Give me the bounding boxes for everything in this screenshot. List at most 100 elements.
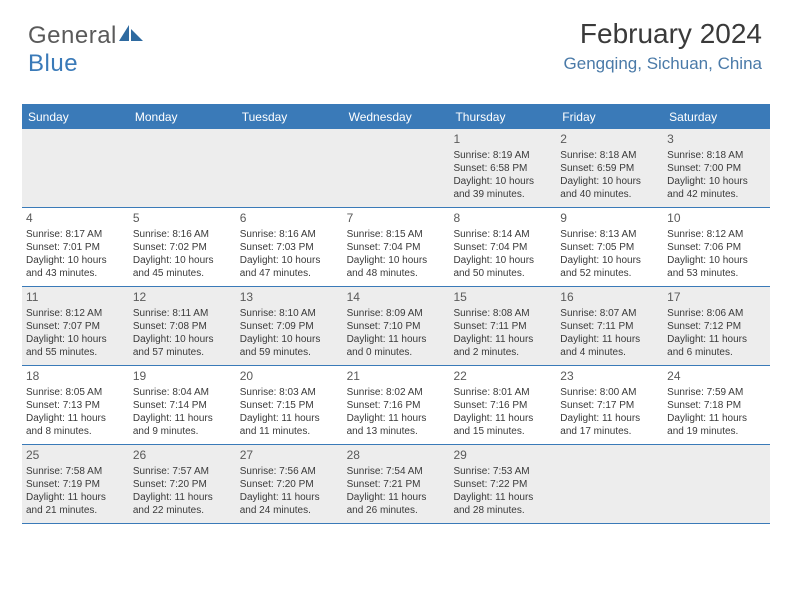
day-number: 14 [347, 290, 446, 306]
day-number: 28 [347, 448, 446, 464]
sunrise-text: Sunrise: 8:05 AM [26, 386, 125, 399]
sunset-text: Sunset: 7:01 PM [26, 241, 125, 254]
daylight1-text: Daylight: 10 hours [453, 254, 552, 267]
day-cell [556, 445, 663, 523]
location-label: Gengqing, Sichuan, China [564, 54, 762, 74]
day-number: 5 [133, 211, 232, 227]
day-number: 7 [347, 211, 446, 227]
day-number: 13 [240, 290, 339, 306]
day-cell: 26Sunrise: 7:57 AMSunset: 7:20 PMDayligh… [129, 445, 236, 523]
daylight2-text: and 24 minutes. [240, 504, 339, 517]
day-number: 1 [453, 132, 552, 148]
day-cell: 25Sunrise: 7:58 AMSunset: 7:19 PMDayligh… [22, 445, 129, 523]
sunrise-text: Sunrise: 8:03 AM [240, 386, 339, 399]
day-number: 2 [560, 132, 659, 148]
sunset-text: Sunset: 7:07 PM [26, 320, 125, 333]
daylight2-text: and 47 minutes. [240, 267, 339, 280]
day-cell [236, 129, 343, 207]
day-cell: 6Sunrise: 8:16 AMSunset: 7:03 PMDaylight… [236, 208, 343, 286]
day-number: 18 [26, 369, 125, 385]
day-cell: 9Sunrise: 8:13 AMSunset: 7:05 PMDaylight… [556, 208, 663, 286]
daylight2-text: and 40 minutes. [560, 188, 659, 201]
day-cell: 14Sunrise: 8:09 AMSunset: 7:10 PMDayligh… [343, 287, 450, 365]
day-header: Saturday [663, 106, 770, 129]
sunrise-text: Sunrise: 8:00 AM [560, 386, 659, 399]
header: February 2024 Gengqing, Sichuan, China [564, 18, 762, 74]
sunrise-text: Sunrise: 7:57 AM [133, 465, 232, 478]
day-header-row: Sunday Monday Tuesday Wednesday Thursday… [22, 106, 770, 129]
day-number: 26 [133, 448, 232, 464]
day-number: 12 [133, 290, 232, 306]
sunrise-text: Sunrise: 8:18 AM [560, 149, 659, 162]
day-cell: 28Sunrise: 7:54 AMSunset: 7:21 PMDayligh… [343, 445, 450, 523]
sunrise-text: Sunrise: 8:18 AM [667, 149, 766, 162]
page-title: February 2024 [564, 18, 762, 50]
daylight1-text: Daylight: 11 hours [453, 412, 552, 425]
daylight2-text: and 15 minutes. [453, 425, 552, 438]
daylight2-text: and 19 minutes. [667, 425, 766, 438]
day-cell [22, 129, 129, 207]
day-number: 11 [26, 290, 125, 306]
daylight2-text: and 26 minutes. [347, 504, 446, 517]
day-cell: 2Sunrise: 8:18 AMSunset: 6:59 PMDaylight… [556, 129, 663, 207]
sunset-text: Sunset: 6:59 PM [560, 162, 659, 175]
sunrise-text: Sunrise: 8:15 AM [347, 228, 446, 241]
sunrise-text: Sunrise: 8:14 AM [453, 228, 552, 241]
day-cell: 18Sunrise: 8:05 AMSunset: 7:13 PMDayligh… [22, 366, 129, 444]
week-row: 1Sunrise: 8:19 AMSunset: 6:58 PMDaylight… [22, 129, 770, 208]
day-cell: 22Sunrise: 8:01 AMSunset: 7:16 PMDayligh… [449, 366, 556, 444]
daylight2-text: and 55 minutes. [26, 346, 125, 359]
daylight2-text: and 45 minutes. [133, 267, 232, 280]
sunset-text: Sunset: 7:10 PM [347, 320, 446, 333]
week-row: 4Sunrise: 8:17 AMSunset: 7:01 PMDaylight… [22, 208, 770, 287]
sunrise-text: Sunrise: 8:16 AM [240, 228, 339, 241]
sunset-text: Sunset: 7:18 PM [667, 399, 766, 412]
daylight2-text: and 11 minutes. [240, 425, 339, 438]
sunrise-text: Sunrise: 7:59 AM [667, 386, 766, 399]
day-cell: 3Sunrise: 8:18 AMSunset: 7:00 PMDaylight… [663, 129, 770, 207]
sunset-text: Sunset: 7:03 PM [240, 241, 339, 254]
sunrise-text: Sunrise: 8:12 AM [26, 307, 125, 320]
daylight2-text: and 28 minutes. [453, 504, 552, 517]
day-cell: 8Sunrise: 8:14 AMSunset: 7:04 PMDaylight… [449, 208, 556, 286]
daylight1-text: Daylight: 10 hours [26, 254, 125, 267]
sunset-text: Sunset: 7:04 PM [453, 241, 552, 254]
daylight1-text: Daylight: 11 hours [240, 491, 339, 504]
daylight2-text: and 52 minutes. [560, 267, 659, 280]
day-cell: 27Sunrise: 7:56 AMSunset: 7:20 PMDayligh… [236, 445, 343, 523]
day-cell [663, 445, 770, 523]
sunrise-text: Sunrise: 8:16 AM [133, 228, 232, 241]
daylight2-text: and 17 minutes. [560, 425, 659, 438]
daylight2-text: and 8 minutes. [26, 425, 125, 438]
daylight2-text: and 21 minutes. [26, 504, 125, 517]
day-number: 6 [240, 211, 339, 227]
sunset-text: Sunset: 7:21 PM [347, 478, 446, 491]
daylight1-text: Daylight: 11 hours [26, 412, 125, 425]
day-cell [343, 129, 450, 207]
sunrise-text: Sunrise: 8:07 AM [560, 307, 659, 320]
day-header: Sunday [22, 106, 129, 129]
sunrise-text: Sunrise: 8:19 AM [453, 149, 552, 162]
daylight1-text: Daylight: 11 hours [453, 491, 552, 504]
daylight1-text: Daylight: 10 hours [667, 175, 766, 188]
daylight1-text: Daylight: 10 hours [560, 175, 659, 188]
daylight1-text: Daylight: 10 hours [26, 333, 125, 346]
daylight1-text: Daylight: 11 hours [347, 491, 446, 504]
daylight1-text: Daylight: 10 hours [347, 254, 446, 267]
sunset-text: Sunset: 7:04 PM [347, 241, 446, 254]
day-number: 25 [26, 448, 125, 464]
day-cell: 11Sunrise: 8:12 AMSunset: 7:07 PMDayligh… [22, 287, 129, 365]
sunset-text: Sunset: 7:08 PM [133, 320, 232, 333]
logo-word2: Blue [28, 50, 78, 77]
sunrise-text: Sunrise: 8:06 AM [667, 307, 766, 320]
logo-text: GeneralBlue [28, 22, 145, 78]
day-cell: 23Sunrise: 8:00 AMSunset: 7:17 PMDayligh… [556, 366, 663, 444]
day-header: Tuesday [236, 106, 343, 129]
sunset-text: Sunset: 7:22 PM [453, 478, 552, 491]
sunset-text: Sunset: 7:16 PM [347, 399, 446, 412]
sunrise-text: Sunrise: 7:56 AM [240, 465, 339, 478]
day-cell: 29Sunrise: 7:53 AMSunset: 7:22 PMDayligh… [449, 445, 556, 523]
daylight1-text: Daylight: 10 hours [133, 333, 232, 346]
daylight1-text: Daylight: 11 hours [133, 491, 232, 504]
day-number: 3 [667, 132, 766, 148]
